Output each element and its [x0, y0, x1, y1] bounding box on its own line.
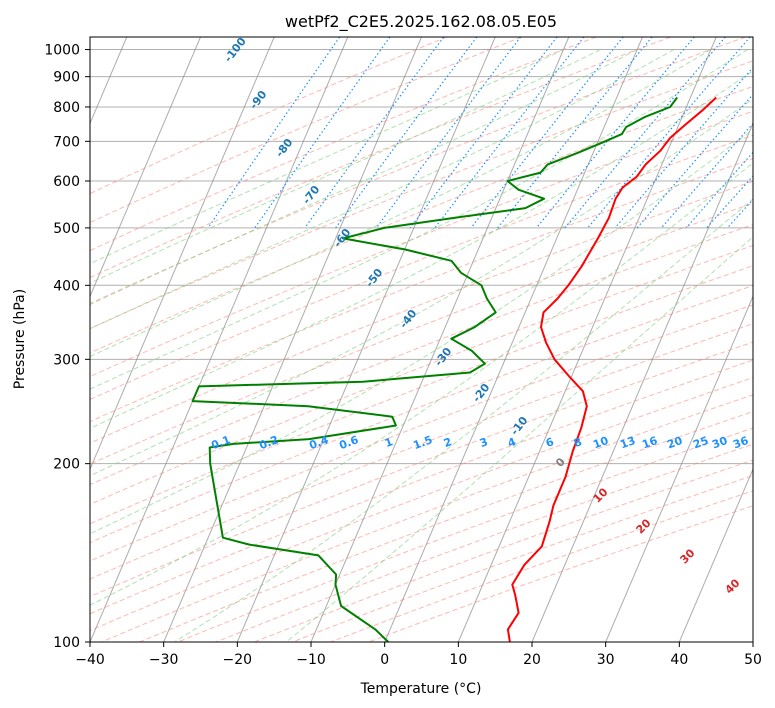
y-tick-label: 300: [53, 352, 80, 368]
mixing-ratio-line: [564, 37, 726, 229]
isotherm-line: [384, 37, 643, 642]
mixing-ratio-label: 2: [442, 435, 454, 450]
y-tick-label: 700: [53, 134, 80, 150]
y-tick-label: 900: [53, 70, 80, 86]
mixing-ratio-label: 20: [665, 434, 684, 452]
dry-adiabat-line: [90, 60, 753, 330]
dry-adiabat-line: [90, 265, 753, 525]
dry-adiabat-line: [90, 323, 753, 580]
mixing-ratio-label: 4: [506, 435, 518, 450]
moist-adiabat-line: [90, 49, 675, 330]
plot-background: [90, 37, 753, 642]
mixing-ratio-label: 30: [710, 434, 729, 452]
moist-adiabat-line: [90, 49, 712, 358]
y-tick-label: 1000: [44, 43, 80, 59]
x-tick-label: −20: [223, 652, 253, 668]
moist-adiabat-line: [90, 49, 638, 306]
y-tick-label: 400: [53, 278, 80, 294]
x-tick-label: −10: [296, 652, 326, 668]
temperature-profile-line: [506, 96, 717, 642]
dry-adiabat-line: [90, 284, 753, 544]
moist-adiabat-line: [90, 70, 753, 429]
x-tick-label: 30: [597, 652, 615, 668]
mixing-ratio-label: 1: [383, 435, 395, 450]
x-tick-label: 20: [523, 652, 541, 668]
x-tick-label: 50: [744, 652, 762, 668]
y-tick-label: 500: [53, 221, 80, 237]
dry-adiabat-line: [90, 359, 753, 615]
mixing-ratio-label: 1.5: [411, 433, 434, 452]
isotherm-line: [163, 37, 422, 642]
mixing-ratio-line: [254, 37, 391, 229]
mixing-ratio-line: [375, 37, 522, 229]
dry-adiabat-line: [90, 37, 671, 279]
mixing-ratio-line: [497, 37, 653, 229]
dry-adiabat-line: [90, 37, 522, 224]
dry-adiabat-line: [90, 37, 746, 305]
moist-adiabat-line: [90, 49, 601, 284]
isotherm-line: [752, 640, 753, 642]
x-tick-label: 10: [449, 652, 467, 668]
isotherm-line: [236, 37, 496, 642]
dry-adiabat-line: [101, 394, 753, 642]
mixing-ratio-label: 6: [544, 435, 556, 450]
dry-adiabat-line: [90, 158, 753, 423]
mixing-ratio-label: 3: [478, 435, 490, 450]
moist-adiabat-line: [90, 49, 748, 390]
x-tick-label: −30: [149, 652, 179, 668]
dry-adiabat-line: [90, 180, 753, 444]
y-tick-label: 800: [53, 100, 80, 116]
moist-adiabat-line: [90, 49, 564, 265]
x-tick-label: −40: [75, 652, 105, 668]
mixing-ratio-line: [207, 37, 341, 229]
y-axis-label: Pressure (hPa): [12, 289, 28, 389]
mixing-ratio-label: 8: [572, 435, 584, 450]
isotherm-line: [90, 37, 201, 298]
dry-adiabat-line: [90, 37, 447, 195]
moist-adiabat-line: [90, 128, 753, 535]
mixing-ratio-label: 0.1: [209, 433, 232, 452]
y-tick-label: 100: [53, 635, 80, 651]
mixing-ratio-label: 0.4: [307, 433, 330, 452]
mixing-ratio-label: 25: [691, 434, 710, 451]
x-tick-label: 40: [670, 652, 688, 668]
mixing-ratio-label: 13: [618, 434, 637, 451]
dewpoint-profile-line: [191, 96, 678, 642]
dry-adiabat-line: [90, 304, 753, 562]
moist-adiabat-line: [90, 162, 753, 606]
isotherm-line: [457, 37, 717, 642]
mixing-ratio-label: 16: [640, 434, 659, 452]
plot-frame: [89, 36, 754, 643]
isotherm-line: [678, 467, 753, 642]
mixing-ratio-line: [335, 37, 478, 229]
y-tick-label: 200: [53, 457, 80, 473]
mixing-ratio-line: [304, 37, 445, 229]
mixing-ratio-label: 36: [731, 434, 750, 452]
mixing-ratio-line: [636, 93, 753, 229]
x-tick-label: 0: [380, 652, 389, 668]
mixing-ratio-line: [470, 37, 624, 229]
isotherm-line: [90, 37, 349, 642]
x-axis-label: Temperature (°C): [360, 681, 482, 697]
y-tick-label: 600: [53, 174, 80, 190]
dry-adiabat-line: [90, 377, 753, 632]
mixing-ratio-label: 0.6: [337, 433, 360, 452]
chart-title: wetPf2_C2E5.2025.162.08.05.E05: [285, 12, 557, 32]
isotherm-line: [90, 37, 275, 471]
dry-adiabat-line: [90, 134, 753, 401]
mixing-ratio-label: 0.2: [257, 433, 280, 452]
dry-adiabat-line: [90, 85, 753, 354]
dry-adiabat-line: [90, 341, 753, 598]
mixing-ratio-label: 10: [591, 434, 610, 452]
